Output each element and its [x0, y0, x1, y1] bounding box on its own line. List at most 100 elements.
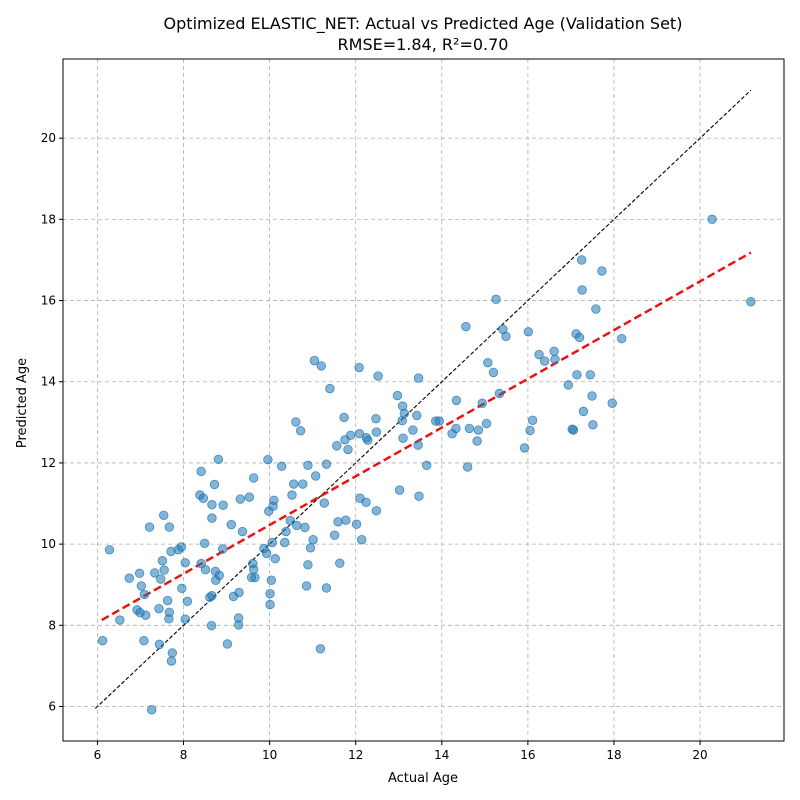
regression-fit-line [101, 251, 752, 622]
scatter-point [371, 413, 381, 424]
scatter-point [451, 423, 461, 434]
scatter-point [363, 435, 373, 445]
y-axis-label: Predicted Age [15, 358, 30, 448]
scatter-point [534, 349, 544, 360]
scatter-point [303, 460, 313, 471]
scatter-point [373, 371, 383, 381]
scatter-point [578, 406, 589, 417]
scatter-point [343, 444, 353, 455]
scatter-point [408, 425, 418, 435]
scatter-point [462, 462, 473, 472]
scatter-point [563, 380, 574, 390]
scatter-point [315, 644, 326, 654]
scatter-point [412, 410, 422, 421]
scatter-point [303, 560, 313, 570]
scatter-point [746, 297, 756, 307]
scatter-point [413, 440, 423, 450]
scatter-point [176, 542, 187, 552]
scatter-point [199, 538, 210, 549]
scatter-point [422, 460, 432, 471]
scatter-point [261, 548, 272, 559]
scatter-point [577, 285, 587, 295]
scatter-point [329, 530, 340, 540]
scatter-point [134, 568, 145, 579]
scatter-point [156, 574, 166, 584]
scatter-point [97, 636, 108, 646]
scatter-point [572, 370, 582, 380]
scatter-point [182, 596, 193, 607]
scatter-point [200, 564, 211, 575]
scatter-point [549, 346, 559, 356]
scatter-point [321, 583, 332, 593]
scatter-point [354, 428, 365, 439]
scatter-point [597, 266, 607, 276]
identity-line [94, 89, 752, 709]
scatter-point [146, 705, 157, 715]
scatter-point [289, 479, 299, 489]
scatter-point [206, 621, 217, 631]
scatter-point [281, 526, 291, 537]
scatter-point [519, 443, 530, 453]
scatter-point [233, 613, 244, 623]
scatter-point [464, 423, 475, 434]
scatter-point [451, 395, 462, 406]
y-tick-label: 6 [48, 699, 56, 713]
scatter-point [319, 498, 329, 508]
x-tick-label: 16 [520, 748, 535, 762]
scatter-point [207, 513, 217, 523]
scatter-point [588, 420, 598, 430]
scatter-point [269, 495, 279, 505]
x-tick-label: 8 [180, 748, 188, 762]
scatter-point [139, 589, 150, 600]
scatter-point [461, 321, 471, 332]
scatter-point [472, 436, 482, 446]
scatter-point [308, 534, 318, 545]
scatter-point [617, 334, 627, 344]
scatter-point [164, 522, 175, 532]
scatter-point [332, 441, 342, 451]
x-tick-label: 10 [262, 748, 277, 762]
scatter-point [539, 356, 550, 366]
scatter-point [473, 425, 484, 435]
scatter-point [413, 373, 424, 383]
scatter-point [287, 490, 297, 500]
scatter-point [550, 354, 560, 365]
scatter-point [351, 519, 362, 529]
scatter-point [298, 479, 308, 489]
reference-lines [94, 89, 752, 709]
scatter-point [477, 398, 487, 408]
scatter-point [568, 425, 579, 435]
scatter-point [707, 214, 717, 225]
scatter-point [177, 583, 187, 594]
scatter-point [159, 565, 169, 575]
scatter-point [279, 537, 290, 548]
scatter-point [263, 454, 273, 465]
scatter-point [576, 255, 587, 265]
scatter-point [164, 607, 175, 618]
scatter-point [398, 433, 408, 443]
scatter-point [267, 537, 277, 548]
scatter-point [198, 493, 209, 503]
scatter-point [209, 479, 220, 490]
scatter-point [167, 648, 178, 658]
scatter-point [591, 304, 601, 314]
x-axis-ticks: 6 8 10 12 14 16 18 20 [94, 741, 708, 762]
scatter-point [292, 520, 302, 531]
scatter-point [140, 610, 151, 620]
scatter-point [154, 603, 164, 614]
scatter-point [607, 398, 617, 408]
scatter-point [291, 417, 301, 427]
scatter-point [587, 391, 597, 401]
scatter-point [218, 500, 228, 510]
scatter-point [235, 494, 246, 504]
scatter-point [525, 425, 535, 436]
y-tick-label: 8 [48, 618, 56, 632]
scatter-point [234, 587, 244, 598]
scatter-point [144, 522, 155, 532]
plot-frame [62, 58, 785, 742]
chart-title: Optimized ELASTIC_NET: Actual vs Predict… [164, 14, 683, 34]
scatter-point [136, 581, 147, 591]
scatter-point [124, 573, 134, 583]
scatter-point [270, 554, 280, 564]
y-tick-label: 20 [41, 131, 56, 145]
